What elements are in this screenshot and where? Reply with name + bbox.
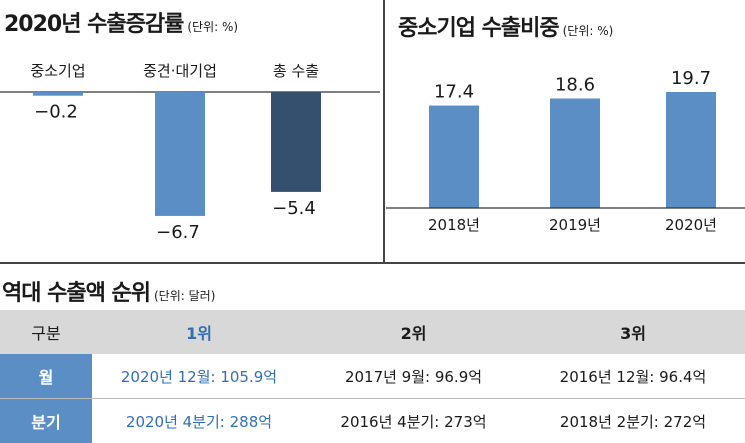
growth-value-label: −0.2 (34, 102, 78, 123)
share-value-label: 18.6 (555, 74, 595, 95)
growth-chart: 중소기업 −0.2 중견·대기업 −6.7 총 수출 −5.4 (0, 62, 380, 243)
section-divider (0, 262, 745, 264)
growth-chart-title-text: 2020년 수출증감률 (4, 12, 184, 37)
ranking-unit: (단위: 달러) (154, 289, 216, 303)
ranking-table: 구분 1위 2위 3위 월 2020년 12월: 105.9억 2017년 9월… (0, 310, 745, 443)
growth-category-label: 중견·대기업 (143, 62, 217, 80)
growth-chart-title: 2020년 수출증감률 (단위: %) (4, 6, 238, 38)
table-header-row: 구분 1위 2위 3위 (0, 310, 745, 354)
growth-bar (155, 92, 205, 216)
growth-category-label: 총 수출 (273, 62, 319, 80)
header-rank-1: 1위 (92, 310, 306, 354)
share-chart: 17.4 2018년 18.6 2019년 19.7 2020년 (386, 68, 745, 234)
row-label-monthly: 월 (0, 354, 92, 399)
table-row-monthly: 월 2020년 12월: 105.9억 2017년 9월: 96.9억 2016… (0, 354, 745, 399)
share-bar (429, 105, 479, 208)
share-chart-unit: (단위: %) (562, 24, 614, 38)
header-rank-3: 3위 (521, 310, 745, 354)
share-category-label: 2020년 (665, 216, 717, 234)
quarterly-rank-3: 2018년 2분기: 272억 (521, 398, 745, 443)
monthly-rank-2: 2017년 9월: 96.9억 (344, 367, 483, 386)
quarterly-rank-2: 2016년 4분기: 273억 (306, 398, 521, 443)
monthly-rank-1: 2020년 12월: 105.9억 (120, 367, 278, 386)
growth-category-label: 중소기업 (30, 62, 85, 80)
share-bar (550, 98, 600, 208)
row-label-quarterly: 분기 (0, 398, 92, 443)
growth-bar (271, 92, 321, 192)
share-chart-title: 중소기업 수출비중 (단위: %) (398, 10, 613, 42)
growth-value-label: −5.4 (272, 198, 316, 219)
growth-value-label: −6.7 (156, 222, 200, 243)
chart-divider (383, 0, 385, 262)
share-value-label: 17.4 (434, 82, 474, 103)
header-category: 구분 (0, 310, 92, 354)
growth-bar (33, 92, 83, 96)
header-rank-2: 2위 (306, 310, 521, 354)
share-value-label: 19.7 (671, 68, 711, 89)
share-category-label: 2018년 (428, 216, 480, 234)
share-chart-title-text: 중소기업 수출비중 (398, 16, 560, 41)
share-category-label: 2019년 (549, 216, 601, 234)
table-row-quarterly: 분기 2020년 4분기: 288억 2016년 4분기: 273억 2018년… (0, 398, 745, 443)
ranking-title: 역대 수출액 순위 (단위: 달러) (2, 275, 215, 307)
share-bar (666, 92, 716, 208)
ranking-title-text: 역대 수출액 순위 (2, 281, 151, 306)
monthly-rank-3: 2016년 12월: 96.4억 (559, 367, 707, 386)
quarterly-rank-1: 2020년 4분기: 288억 (92, 398, 306, 443)
growth-chart-unit: (단위: %) (187, 20, 239, 34)
